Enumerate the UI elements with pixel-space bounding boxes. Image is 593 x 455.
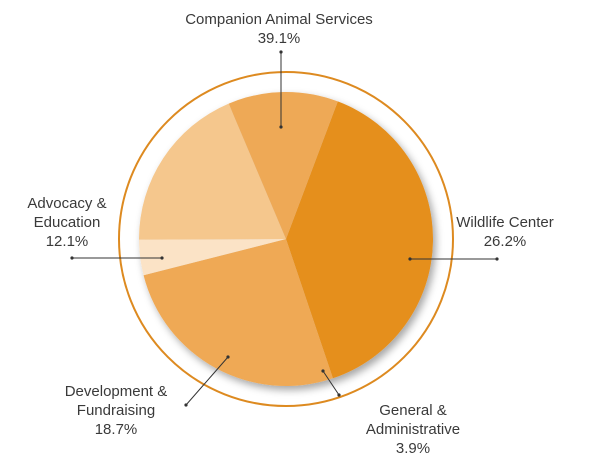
slice-name: Fundraising xyxy=(77,402,155,419)
slice-name: Development & xyxy=(65,383,168,400)
leader-lines xyxy=(70,50,499,407)
slice-name: General & xyxy=(379,402,447,419)
leader-line-3 xyxy=(322,370,340,396)
pie-slice-4 xyxy=(138,103,286,240)
slice-value: 12.1% xyxy=(46,233,89,250)
slice-labels: Companion Animal Services 39.1% Wildlife C… xyxy=(27,11,553,455)
slice-label-3: General & Administrative 3.9% xyxy=(366,402,460,455)
leader-dot xyxy=(408,257,412,261)
leader-dot xyxy=(70,256,74,260)
leader-dot xyxy=(184,403,188,407)
pie-slices xyxy=(138,91,434,386)
slice-name: Education xyxy=(34,214,101,231)
slice-name: Wildlife Center xyxy=(456,214,554,231)
leader-dot xyxy=(337,393,341,397)
slice-name: Advocacy & xyxy=(27,195,106,212)
leader-dot xyxy=(279,50,283,54)
pie-slice-1 xyxy=(286,101,434,379)
pie-slice-5 xyxy=(228,91,338,239)
slice-name: Companion Animal Services xyxy=(185,11,373,28)
slice-value: 3.9% xyxy=(396,440,430,455)
slice-value: 39.1% xyxy=(258,30,301,47)
slice-label-5: Advocacy & Education 12.1% xyxy=(27,195,106,250)
pie-slice-3 xyxy=(139,239,286,276)
pie-slice-2 xyxy=(143,239,333,386)
slice-value: 26.2% xyxy=(484,233,527,250)
leader-dot xyxy=(279,125,283,129)
slice-label-4: Development & Fundraising 18.7% xyxy=(65,383,168,438)
leader-dot xyxy=(226,355,230,359)
leader-dot xyxy=(160,256,164,260)
slice-label-1: Companion Animal Services 39.1% xyxy=(185,11,373,47)
outer-ring xyxy=(118,71,454,407)
leader-dot xyxy=(321,369,325,373)
slice-value: 18.7% xyxy=(95,421,138,438)
leader-line-4 xyxy=(185,356,229,406)
leader-dot xyxy=(495,257,499,261)
slice-label-2: Wildlife Center 26.2% xyxy=(456,214,554,250)
slice-name: Administrative xyxy=(366,421,460,438)
